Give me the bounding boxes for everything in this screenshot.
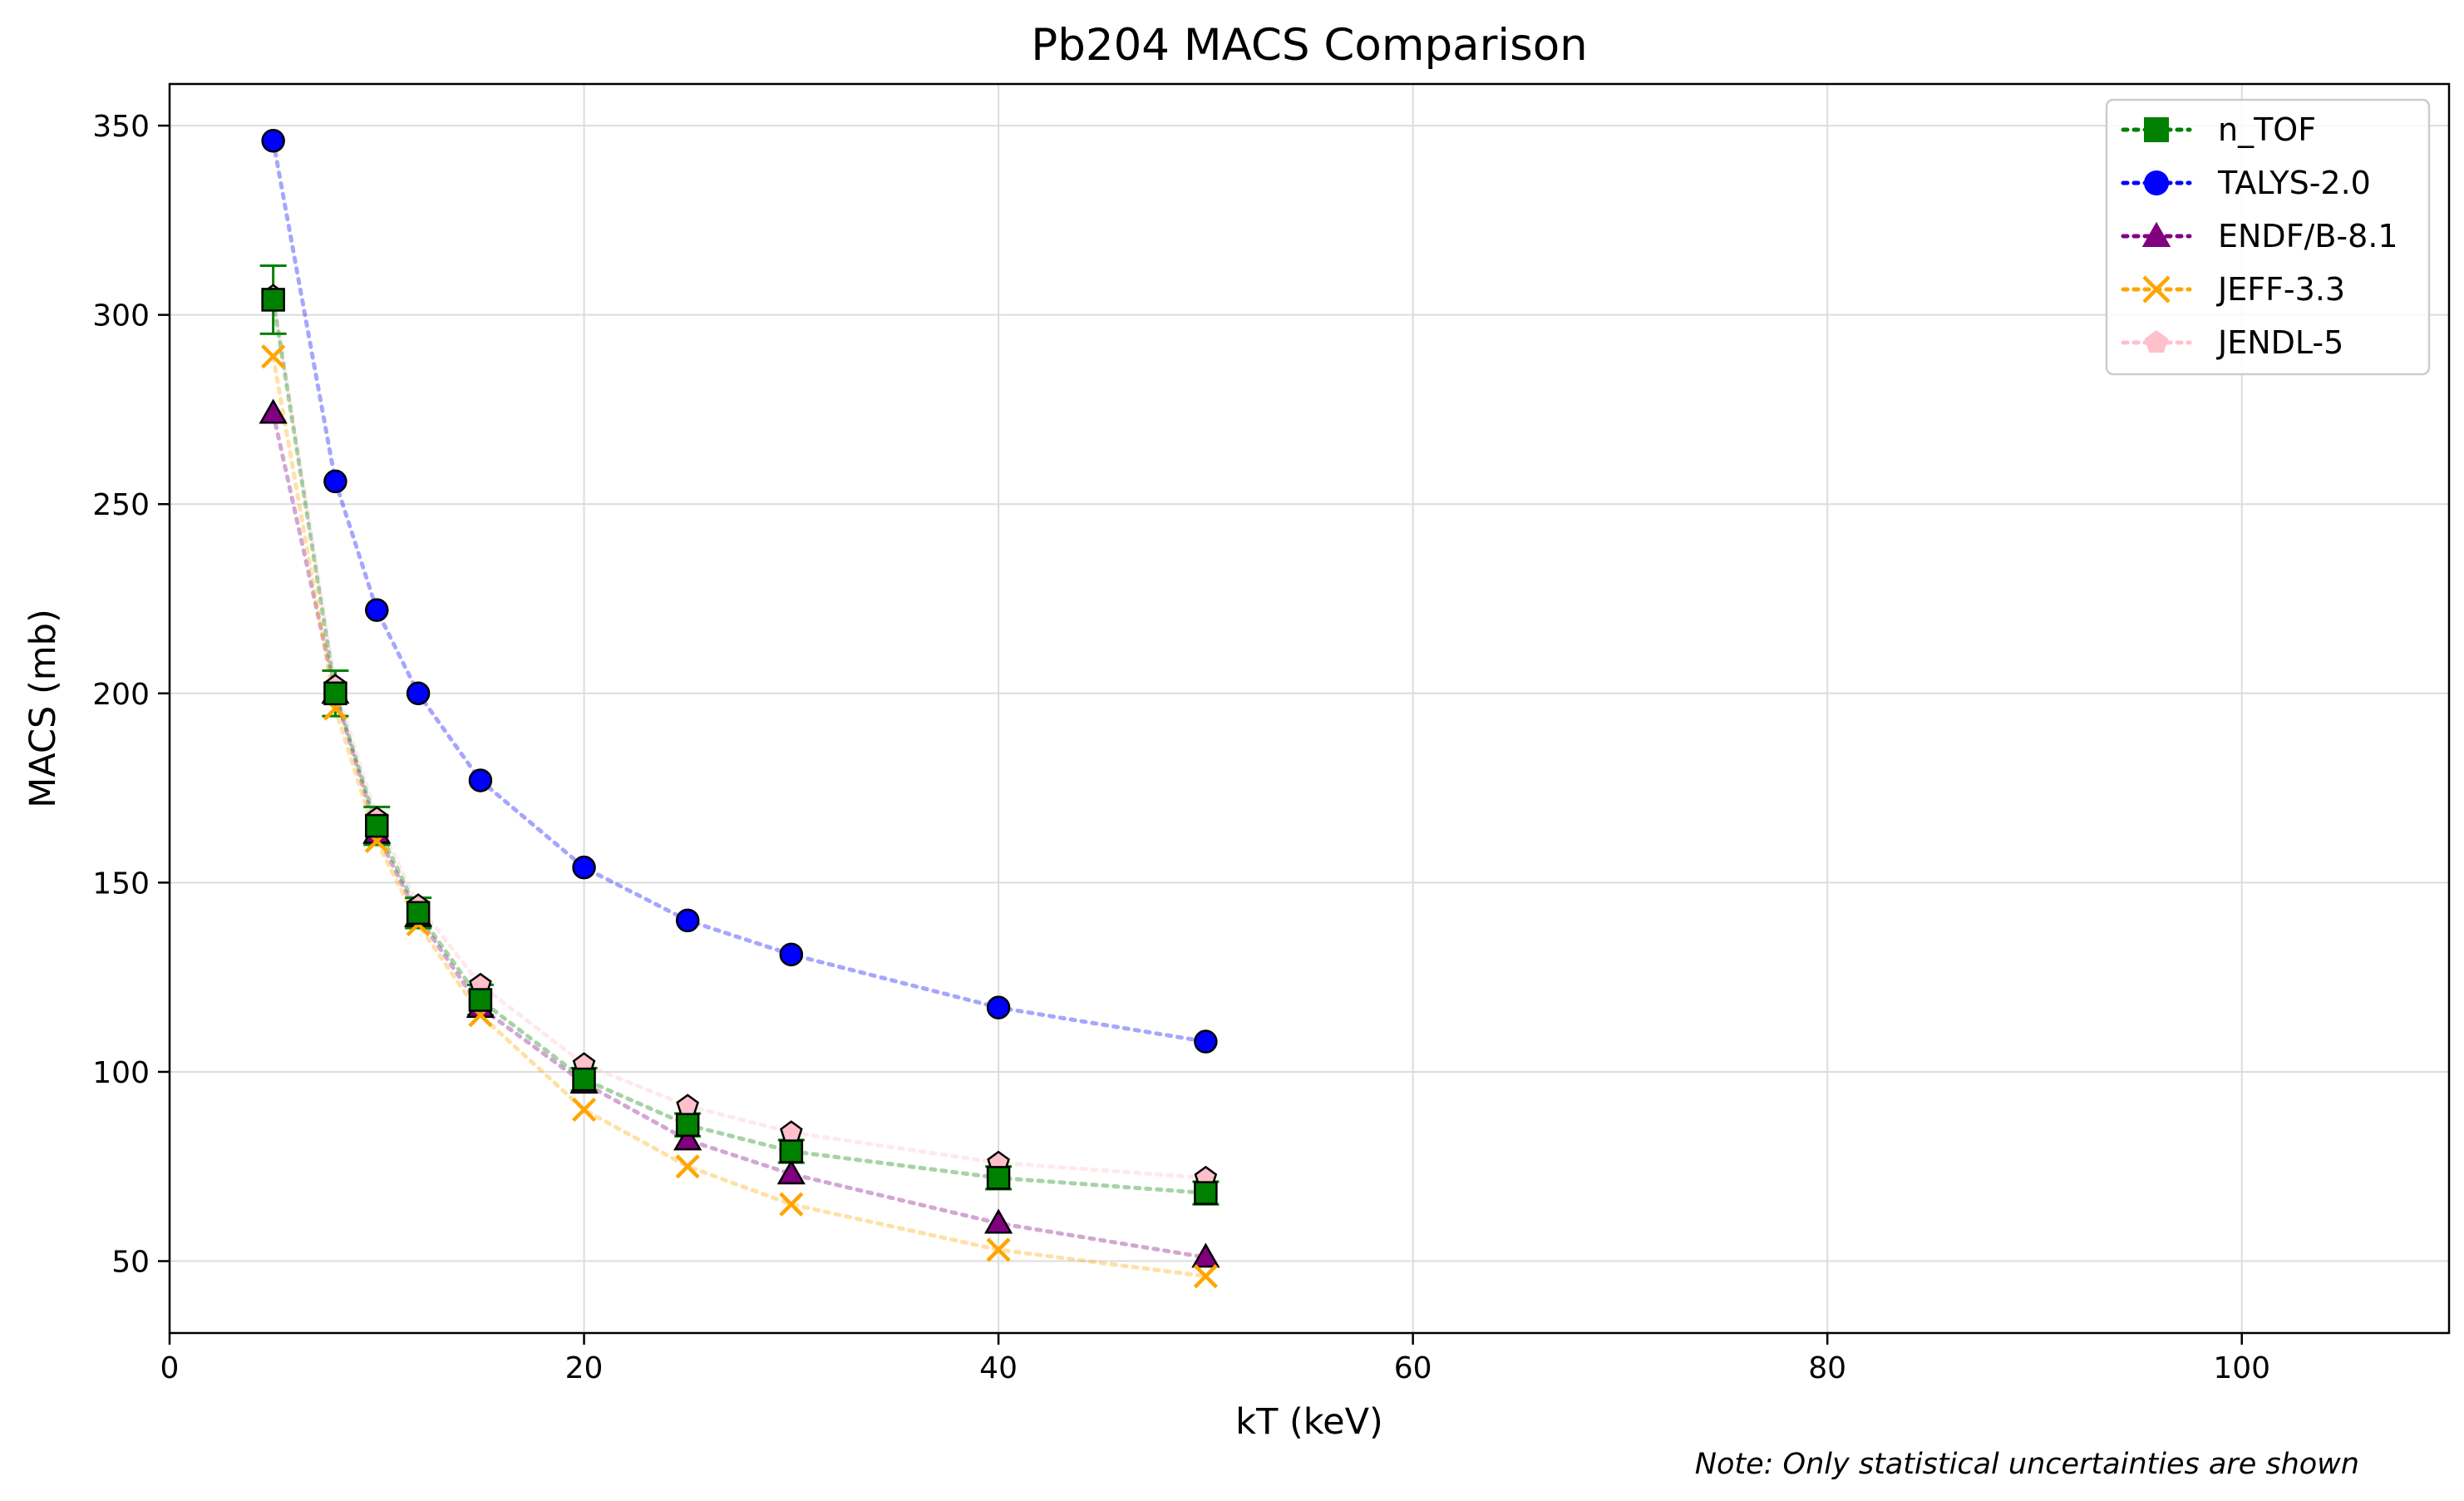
data-point-TALYS-2.0 — [365, 598, 389, 622]
legend-entry: JENDL-5 — [2121, 324, 2343, 361]
data-point-TALYS-2.0 — [986, 995, 1011, 1020]
data-point-ENDF/B-8.1 — [259, 398, 288, 424]
x-tick-label: 80 — [1808, 1351, 1846, 1385]
x-mark-stroke — [1193, 1264, 1218, 1289]
legend-label: ENDF/B-8.1 — [2218, 218, 2398, 254]
data-point-n_TOF — [468, 988, 493, 1012]
data-point-n_TOF — [1194, 1181, 1218, 1205]
data-point-TALYS-2.0 — [1194, 1029, 1218, 1054]
data-point-ENDF/B-8.1 — [673, 1125, 702, 1151]
data-point-TALYS-2.0 — [468, 768, 493, 792]
x-axis-label: kT (keV) — [1235, 1401, 1383, 1443]
x-mark-stroke — [261, 344, 286, 369]
series-line-TALYS-2.0 — [271, 138, 1208, 1044]
x-tick-label: 0 — [160, 1351, 180, 1385]
x-tick-label: 40 — [979, 1351, 1018, 1385]
legend-marker — [2144, 117, 2169, 142]
data-point-TALYS-2.0 — [572, 855, 596, 880]
data-point-ENDF/B-8.1 — [1191, 1242, 1220, 1268]
legend-entry: ENDF/B-8.1 — [2121, 218, 2398, 254]
x-tick-label: 60 — [1394, 1351, 1432, 1385]
data-point-TALYS-2.0 — [323, 469, 347, 494]
series-line-JEFF-3.3 — [271, 354, 1208, 1279]
y-tick-label: 200 — [92, 678, 150, 712]
legend-label: JENDL-5 — [2216, 324, 2343, 361]
x-mark-stroke — [571, 1097, 597, 1123]
x-mark-stroke — [779, 1192, 804, 1217]
data-point-TALYS-2.0 — [779, 942, 804, 967]
data-point-n_TOF — [572, 1067, 596, 1092]
x-mark-stroke — [986, 1237, 1011, 1262]
series-line-ENDF/B-8.1 — [271, 411, 1208, 1260]
y-tick-label: 250 — [92, 488, 150, 522]
data-point-JEFF-3.3 — [1193, 1264, 1218, 1289]
x-mark-stroke — [2142, 275, 2171, 304]
plot-area-frame — [168, 82, 2451, 1335]
x-tick-label: 100 — [2213, 1351, 2270, 1385]
data-point-n_TOF — [986, 1166, 1011, 1190]
axis-ticks: 0 20 40 60 80 100 50 100 150 200 250 300 350 — [92, 110, 2270, 1385]
data-point-n_TOF — [675, 1113, 700, 1137]
y-tick-label: 300 — [92, 299, 150, 333]
legend: n_TOF TALYS-2.0 ENDF/B-8.1 JEFF-3.3 JENDL-5 — [2105, 98, 2431, 376]
data-point-JEFF-3.3 — [571, 1097, 597, 1123]
y-axis-label: MACS (mb) — [22, 609, 64, 807]
data-point-n_TOF — [365, 813, 389, 838]
data-point-ENDF/B-8.1 — [776, 1159, 806, 1185]
series-line-n_TOF — [271, 297, 1208, 1196]
data-point-JEFF-3.3 — [986, 1237, 1011, 1262]
legend-label: n_TOF — [2218, 111, 2316, 148]
series-lines — [271, 138, 1208, 1279]
series-line-JENDL-5 — [271, 294, 1208, 1180]
data-point-JEFF-3.3 — [261, 344, 286, 369]
data-point-n_TOF — [323, 681, 347, 706]
series-markers — [259, 129, 1220, 1289]
legend-marker — [2142, 275, 2171, 304]
data-point-n_TOF — [261, 288, 285, 312]
legend-marker — [2144, 170, 2169, 195]
legend-box — [2105, 98, 2431, 376]
data-point-TALYS-2.0 — [406, 681, 431, 706]
y-tick-label: 100 — [92, 1056, 150, 1090]
x-tick-label: 20 — [565, 1351, 604, 1385]
legend-entry: n_TOF — [2121, 111, 2316, 148]
data-point-TALYS-2.0 — [675, 908, 700, 933]
chart-title: Pb204 MACS Comparison — [1031, 20, 1588, 71]
y-tick-label: 50 — [111, 1246, 150, 1280]
data-point-n_TOF — [406, 901, 431, 926]
y-tick-label: 350 — [92, 110, 150, 144]
x-mark-stroke — [675, 1154, 700, 1179]
legend-marker — [2141, 221, 2171, 247]
data-point-JEFF-3.3 — [675, 1154, 700, 1179]
data-point-n_TOF — [779, 1139, 804, 1163]
legend-label: JEFF-3.3 — [2216, 271, 2345, 308]
legend-entry: JEFF-3.3 — [2121, 271, 2345, 308]
uncertainty-note: Note: Only statistical uncertainties are… — [1695, 1448, 2359, 1481]
y-tick-label: 150 — [92, 867, 150, 901]
data-point-TALYS-2.0 — [261, 129, 285, 153]
legend-label: TALYS-2.0 — [2217, 165, 2371, 201]
legend-entry: TALYS-2.0 — [2121, 165, 2371, 201]
data-point-JEFF-3.3 — [779, 1192, 804, 1217]
legend-marker — [2144, 330, 2169, 353]
data-point-ENDF/B-8.1 — [983, 1208, 1013, 1234]
